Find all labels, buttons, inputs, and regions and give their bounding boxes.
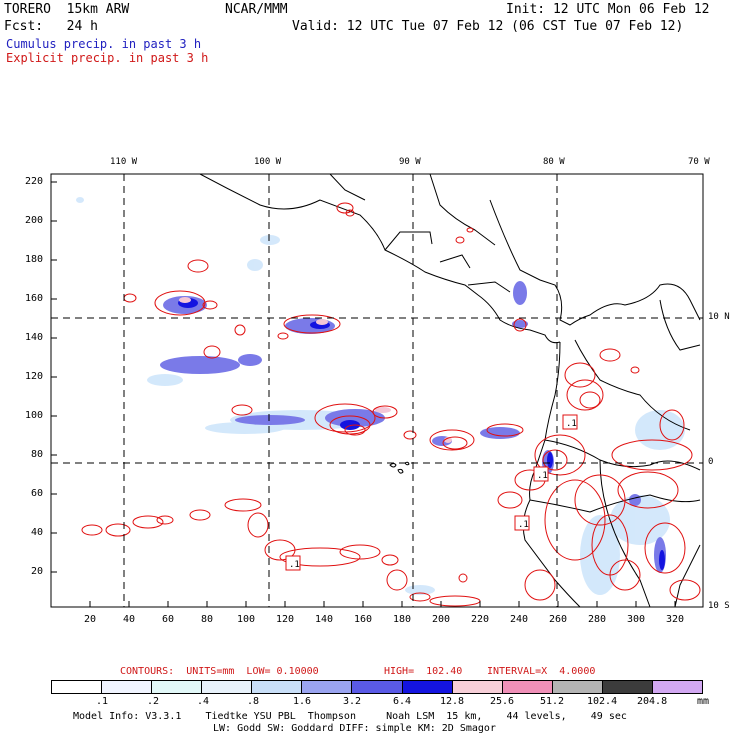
colorbar-level: .2 xyxy=(147,696,160,707)
x-tick-label: 240 xyxy=(510,614,529,625)
colorbar-swatch xyxy=(102,681,153,693)
colorbar-level: 1.6 xyxy=(293,696,312,707)
y-tick-label: 100 xyxy=(25,410,44,421)
map-field xyxy=(76,174,701,607)
x-tick-label: 200 xyxy=(432,614,451,625)
contours-interval: INTERVAL=X 4.0000 xyxy=(487,666,596,677)
colorbar-level: 102.4 xyxy=(587,696,618,707)
y-tick-label: 60 xyxy=(31,488,44,499)
colorbar-level: 12.8 xyxy=(440,696,465,707)
contour-box-label: .1 xyxy=(289,560,300,570)
lon-label: 110 W xyxy=(110,157,138,167)
x-tick-label: 100 xyxy=(237,614,256,625)
lat-label: 10 S xyxy=(708,601,730,611)
graticule xyxy=(51,174,703,607)
colorbar-swatch xyxy=(352,681,403,693)
explicit-legend: Explicit precip. in past 3 h xyxy=(6,51,209,65)
x-tick-label: 260 xyxy=(549,614,568,625)
y-tick-label: 180 xyxy=(25,254,44,265)
lon-label: 70 W xyxy=(688,157,710,167)
colorbar-swatch xyxy=(52,681,103,693)
y-tick-label: 160 xyxy=(25,293,44,304)
lat-label: 0 xyxy=(708,457,714,467)
x-tick-label: 140 xyxy=(315,614,334,625)
model-physics: LW: Godd SW: Goddard DIFF: simple KM: 2D… xyxy=(213,723,496,734)
colorbar-swatch xyxy=(452,681,503,693)
valid-time: Valid: 12 UTC Tue 07 Feb 12 (06 CST Tue … xyxy=(292,19,684,34)
organization-label: NCAR/MMM xyxy=(225,2,288,17)
x-tick-label: 160 xyxy=(354,614,373,625)
y-tick-label: 20 xyxy=(31,566,44,577)
x-tick-label: 80 xyxy=(201,614,214,625)
contour-box-label: .1 xyxy=(518,520,529,530)
y-tick-label: 120 xyxy=(25,371,44,382)
colorbar-level: .1 xyxy=(96,696,109,707)
lon-label: 80 W xyxy=(543,157,565,167)
colorbar-swatch xyxy=(302,681,353,693)
y-tick-label: 80 xyxy=(31,449,44,460)
contour-box-label: .1 xyxy=(537,471,548,481)
colorbar-swatch xyxy=(652,681,703,693)
map-frame xyxy=(50,173,704,608)
colorbar-level: .8 xyxy=(247,696,260,707)
y-tick-label: 200 xyxy=(25,215,44,226)
init-time: Init: 12 UTC Mon 06 Feb 12 xyxy=(506,2,710,17)
colorbar-level: 3.2 xyxy=(343,696,362,707)
lon-label: 90 W xyxy=(399,157,421,167)
x-tick-label: 300 xyxy=(627,614,646,625)
contour-box-label: .1 xyxy=(566,419,577,429)
colorbar-swatch xyxy=(602,681,653,693)
colorbar-unit: mm xyxy=(697,696,710,707)
y-tick-label: 140 xyxy=(25,332,44,343)
x-tick-label: 40 xyxy=(123,614,136,625)
colorbar-swatch xyxy=(252,681,303,693)
x-tick-label: 220 xyxy=(471,614,490,625)
colorbar-swatch xyxy=(552,681,603,693)
lon-label: 100 W xyxy=(254,157,282,167)
lat-label: 10 N xyxy=(708,312,730,322)
x-tick-label: 320 xyxy=(666,614,685,625)
contours-high: HIGH= 102.40 xyxy=(384,666,463,677)
x-tick-label: 20 xyxy=(84,614,97,625)
colorbar-swatch xyxy=(402,681,453,693)
x-tick-label: 120 xyxy=(276,614,295,625)
colorbar-level: 25.6 xyxy=(490,696,515,707)
colorbar-level: 51.2 xyxy=(540,696,565,707)
model-info: Model Info: V3.3.1 Tiedtke YSU PBL Thomp… xyxy=(73,711,627,722)
model-title: TORERO 15km ARW xyxy=(4,2,130,17)
colorbar-level: 6.4 xyxy=(393,696,412,707)
colorbar-swatch xyxy=(202,681,253,693)
x-tick-label: 280 xyxy=(588,614,607,625)
y-tick-label: 220 xyxy=(25,176,44,187)
colorbar-swatch xyxy=(152,681,203,693)
y-tick-label: 40 xyxy=(31,527,44,538)
colorbar-level: .4 xyxy=(197,696,210,707)
color-bar xyxy=(51,680,703,694)
cumulus-legend: Cumulus precip. in past 3 h xyxy=(6,37,202,51)
forecast-hour: Fcst: 24 h xyxy=(4,19,98,34)
colorbar-swatch xyxy=(502,681,553,693)
contours-caption: CONTOURS: UNITS=mm LOW= 0.10000 xyxy=(120,666,319,677)
x-tick-label: 60 xyxy=(162,614,175,625)
x-tick-label: 180 xyxy=(393,614,412,625)
colorbar-level: 204.8 xyxy=(637,696,668,707)
